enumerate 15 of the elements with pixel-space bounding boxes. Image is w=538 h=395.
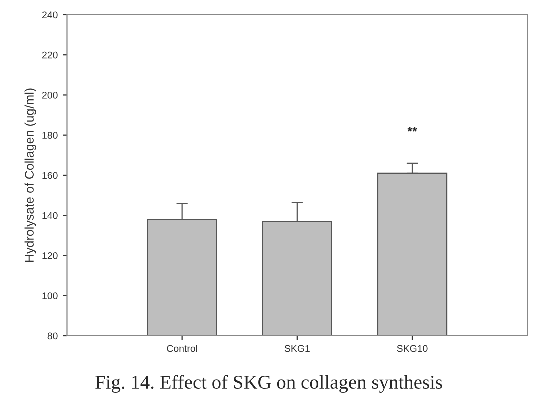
y-tick-label: 220	[42, 52, 58, 59]
x-tick-label: SKG1	[284, 345, 310, 352]
y-tick-label: 100	[42, 292, 58, 300]
y-tick-label: 80	[48, 332, 58, 340]
y-tick-label: 140	[42, 212, 58, 220]
x-tick-label: Control	[167, 345, 198, 352]
y-tick-label: 180	[42, 132, 58, 139]
x-tick-label: SKG10	[397, 345, 428, 352]
y-tick-label: 120	[42, 252, 58, 260]
y-tick-label: 160	[42, 172, 58, 180]
y-tick-label: 240	[42, 12, 58, 19]
caption: Fig. 14. Effect of SKG on collagen synthesis	[96, 375, 442, 394]
y-axis-title: Hydrolysate of Collagen (ug/ml)	[24, 88, 36, 262]
annotation: **	[408, 127, 418, 132]
y-tick-label: 200	[42, 92, 58, 99]
